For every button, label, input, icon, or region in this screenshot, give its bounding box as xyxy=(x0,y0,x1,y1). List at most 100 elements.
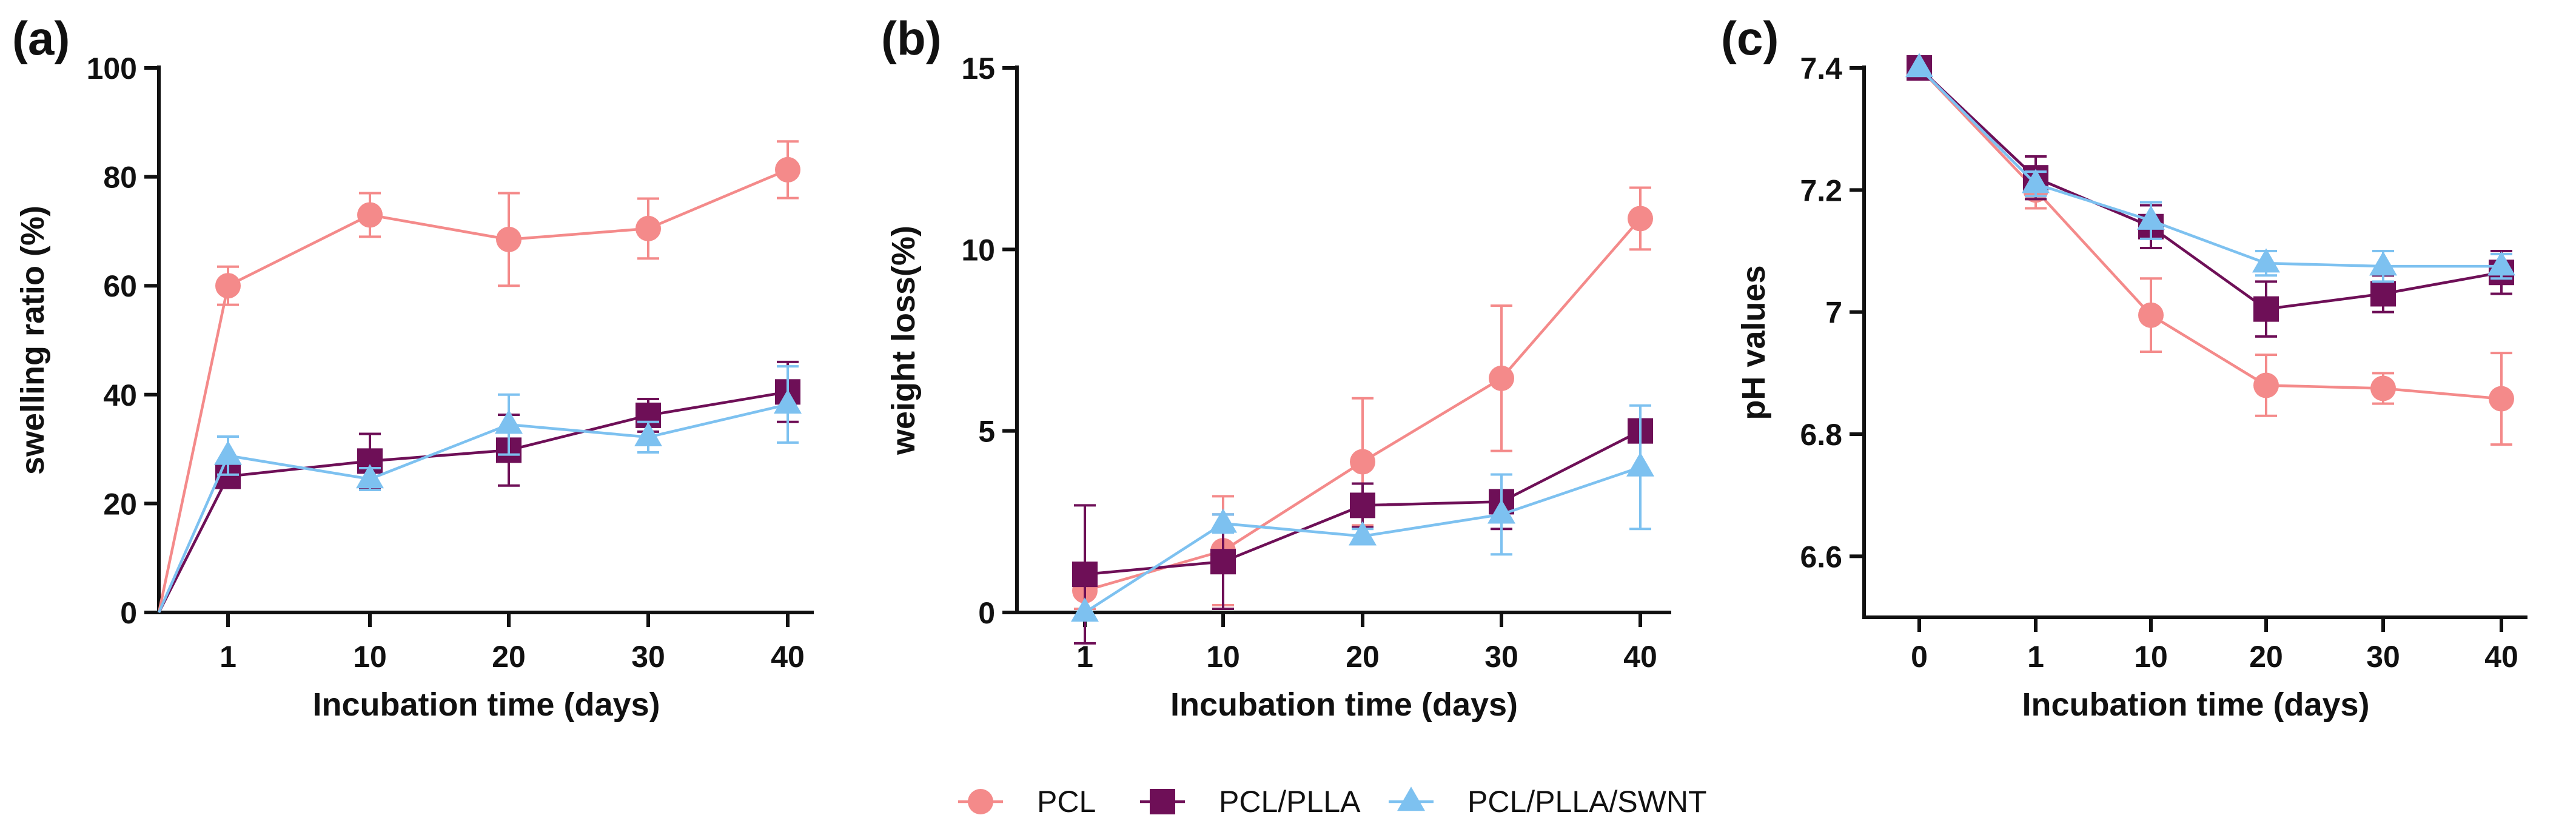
x-tick-label: 1 xyxy=(220,640,236,674)
panel-label: (a) xyxy=(12,12,70,65)
x-tick-label: 20 xyxy=(2249,640,2283,674)
y-tick-label: 0 xyxy=(978,596,995,630)
y-tick-label: 7 xyxy=(1825,296,1842,330)
legend-marker xyxy=(1397,786,1425,811)
series-pcl-plla-swnt xyxy=(1071,404,1654,622)
series-line xyxy=(1918,67,2501,268)
data-point xyxy=(2370,281,2396,307)
x-tick-label: 0 xyxy=(1911,640,1928,674)
data-point xyxy=(1209,508,1237,533)
y-tick-label: 7.4 xyxy=(1800,52,1842,86)
data-point xyxy=(2487,251,2515,276)
x-tick-label: 20 xyxy=(1346,640,1380,674)
y-tick-label: 7.2 xyxy=(1800,173,1842,207)
x-axis-title: Incubation time (days) xyxy=(2022,686,2369,723)
data-point xyxy=(496,226,522,252)
data-point xyxy=(2137,205,2165,230)
legend-item-pcl-plla: PCL/PLLA xyxy=(1140,785,1361,819)
data-point xyxy=(495,409,523,434)
data-point xyxy=(634,422,662,447)
data-point xyxy=(1350,492,1375,518)
x-tick-label: 30 xyxy=(2366,640,2400,674)
data-point xyxy=(1071,597,1099,622)
legend-label: PCL xyxy=(1037,785,1096,819)
data-point xyxy=(1210,549,1236,575)
x-tick-label: 40 xyxy=(771,640,805,674)
y-tick-label: 40 xyxy=(103,378,137,412)
legend-marker xyxy=(968,789,993,814)
series-pcl-plla-swnt xyxy=(157,365,802,613)
y-tick-label: 6.6 xyxy=(1800,540,1842,574)
data-point xyxy=(1488,499,1515,524)
series-pcl xyxy=(157,140,800,613)
series-pcl-plla xyxy=(157,360,800,614)
chart-panel-b: (b) 0 5 10 15 1 10 20 30 40 Incubation time (days)… xyxy=(881,12,1671,723)
y-tick-label: 10 xyxy=(961,233,995,267)
data-point xyxy=(356,464,384,489)
y-tick-label: 0 xyxy=(120,596,137,630)
legend-label: PCL/PLLA/SWNT xyxy=(1467,785,1707,819)
panel-label: (c) xyxy=(1721,12,1779,65)
series-line xyxy=(157,168,788,613)
series-line xyxy=(157,403,788,613)
x-axis-title: Incubation time (days) xyxy=(312,686,660,723)
x-tick-label: 30 xyxy=(1484,640,1518,674)
chart-panel-a: (a) 0 20 40 60 80 100 1 10 20 30 40 Incubation time … xyxy=(12,12,814,723)
data-point xyxy=(775,156,800,183)
x-tick-label: 40 xyxy=(1623,640,1657,674)
series-pcl-plla-swnt xyxy=(1905,53,2515,283)
series-line xyxy=(1918,67,2502,400)
data-point xyxy=(1489,365,1514,391)
data-point xyxy=(2369,251,2397,276)
x-axis-title: Incubation time (days) xyxy=(1170,686,1518,723)
data-point xyxy=(1072,562,1098,588)
y-tick-label: 100 xyxy=(87,52,137,86)
data-point xyxy=(357,202,383,228)
x-tick-label: 10 xyxy=(2134,640,2168,674)
data-point xyxy=(2253,296,2279,322)
series-line xyxy=(157,391,788,614)
data-point xyxy=(636,215,661,241)
data-point xyxy=(2022,169,2050,193)
y-axis-title: swelling ratio (%) xyxy=(15,206,51,475)
legend-label: PCL/PLLA xyxy=(1219,785,1361,819)
x-tick-label: 1 xyxy=(1076,640,1093,674)
y-tick-label: 20 xyxy=(103,487,137,521)
y-tick-label: 15 xyxy=(961,52,995,86)
data-point xyxy=(1626,452,1654,477)
y-tick-label: 6.8 xyxy=(1800,418,1842,452)
data-point xyxy=(2253,372,2279,398)
chart-legend: PCL PCL/PLLA PCL/PLLA/SWNT xyxy=(958,785,1707,819)
legend-marker xyxy=(1150,789,1175,814)
x-tick-label: 10 xyxy=(353,640,387,674)
data-point xyxy=(1350,449,1375,475)
series-line xyxy=(1918,67,2502,310)
x-tick-label: 20 xyxy=(492,640,526,674)
panel-label: (b) xyxy=(881,12,942,65)
legend-item-pcl-plla-swnt: PCL/PLLA/SWNT xyxy=(1389,785,1707,819)
series-pcl xyxy=(1072,186,1653,611)
legend-item-pcl: PCL xyxy=(958,785,1096,819)
series-pcl xyxy=(1907,55,2514,446)
x-tick-label: 1 xyxy=(2027,640,2044,674)
y-axis-title: pH values xyxy=(1736,265,1772,420)
y-axis-title: weight loss(%) xyxy=(885,226,922,455)
data-point xyxy=(774,389,802,414)
data-point xyxy=(2252,248,2280,273)
series-pcl-plla xyxy=(1907,55,2514,338)
x-tick-label: 10 xyxy=(1206,640,1240,674)
y-tick-label: 80 xyxy=(103,161,137,195)
data-point xyxy=(215,273,241,299)
chart-panel-c: (c) 6.6 6.8 7 7.2 7.4 0 1 10 20 30 40 Incubation tim… xyxy=(1721,12,2527,723)
data-point xyxy=(1905,53,1933,78)
data-point xyxy=(2138,302,2164,328)
data-point xyxy=(1628,206,1653,232)
y-tick-label: 60 xyxy=(103,269,137,303)
x-tick-label: 40 xyxy=(2484,640,2518,674)
data-point xyxy=(214,440,242,465)
data-point xyxy=(1349,521,1377,546)
y-tick-label: 5 xyxy=(978,415,995,449)
data-point xyxy=(2370,375,2396,401)
data-point xyxy=(2489,386,2514,412)
